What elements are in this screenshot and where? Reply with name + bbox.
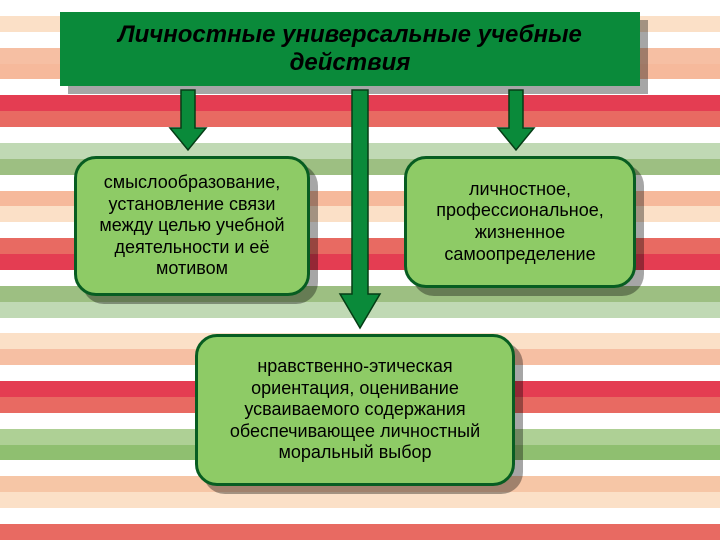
slide-stage: Личностные универсальные учебные действи… bbox=[0, 0, 720, 540]
bg-stripe bbox=[0, 492, 720, 508]
box-meaning-formation: смыслообразование, установление связи ме… bbox=[74, 156, 310, 296]
box-self-determination: личностное, профессиональное, жизненное … bbox=[404, 156, 636, 288]
arrow-down-left bbox=[170, 90, 206, 150]
title-banner: Личностные универсальные учебные действи… bbox=[60, 12, 640, 86]
bg-stripe bbox=[0, 508, 720, 524]
bg-stripe bbox=[0, 524, 720, 540]
box-moral-orientation: нравственно-этическая ориентация, оценив… bbox=[195, 334, 515, 486]
arrow-down-right bbox=[498, 90, 534, 150]
arrow-down-center bbox=[340, 90, 380, 328]
